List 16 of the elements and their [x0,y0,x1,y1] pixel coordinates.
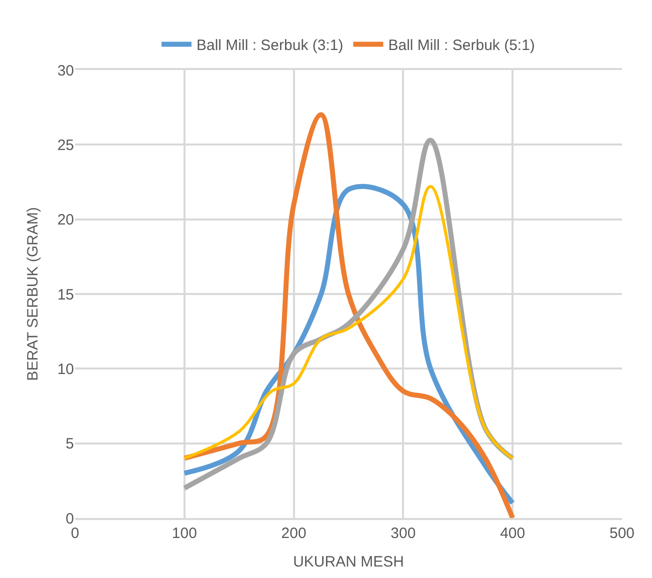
x-axis-title: UKURAN MESH [293,553,404,570]
y-tick-label: 15 [57,286,74,304]
y-tick-label: 10 [57,360,74,378]
y-tick-label: 5 [66,436,74,453]
y-tick-label: 20 [57,212,74,229]
y-axis-title: BERAT SERBUK (GRAM) [24,207,42,381]
y-tick-label: 0 [66,510,74,528]
legend-label: Ball Mill : Serbuk (5:1) [388,37,535,54]
x-tick-label: 300 [390,524,416,542]
x-tick-label: 500 [609,524,635,542]
y-tick-label: 25 [57,136,74,154]
x-tick-label: 100 [172,524,197,542]
y-tick-label: 30 [57,62,74,80]
legend-label: Ball Mill : Serbuk (3:1) [196,37,344,54]
x-tick-label: 400 [500,524,526,542]
x-tick-label: 200 [281,524,306,542]
